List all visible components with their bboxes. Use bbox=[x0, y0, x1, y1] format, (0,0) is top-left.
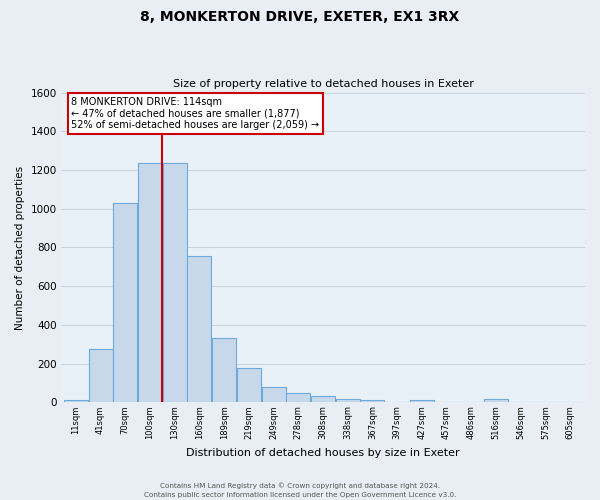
X-axis label: Distribution of detached houses by size in Exeter: Distribution of detached houses by size … bbox=[186, 448, 460, 458]
Title: Size of property relative to detached houses in Exeter: Size of property relative to detached ho… bbox=[173, 79, 473, 89]
Bar bbox=[212, 338, 236, 402]
Bar bbox=[361, 400, 385, 402]
Bar bbox=[484, 399, 508, 402]
Bar bbox=[410, 400, 434, 402]
Text: Contains HM Land Registry data © Crown copyright and database right 2024.: Contains HM Land Registry data © Crown c… bbox=[160, 482, 440, 489]
Bar bbox=[286, 393, 310, 402]
Bar bbox=[89, 349, 113, 403]
Text: 8, MONKERTON DRIVE, EXETER, EX1 3RX: 8, MONKERTON DRIVE, EXETER, EX1 3RX bbox=[140, 10, 460, 24]
Y-axis label: Number of detached properties: Number of detached properties bbox=[15, 166, 25, 330]
Text: Contains public sector information licensed under the Open Government Licence v3: Contains public sector information licen… bbox=[144, 492, 456, 498]
Bar bbox=[113, 203, 137, 402]
Bar bbox=[237, 368, 261, 402]
Bar bbox=[138, 163, 162, 402]
Bar bbox=[163, 163, 187, 402]
Bar bbox=[336, 399, 359, 402]
Bar bbox=[262, 387, 286, 402]
Text: 8 MONKERTON DRIVE: 114sqm
← 47% of detached houses are smaller (1,877)
52% of se: 8 MONKERTON DRIVE: 114sqm ← 47% of detac… bbox=[71, 97, 320, 130]
Bar bbox=[64, 400, 88, 402]
Bar bbox=[187, 256, 211, 402]
Bar bbox=[311, 396, 335, 402]
